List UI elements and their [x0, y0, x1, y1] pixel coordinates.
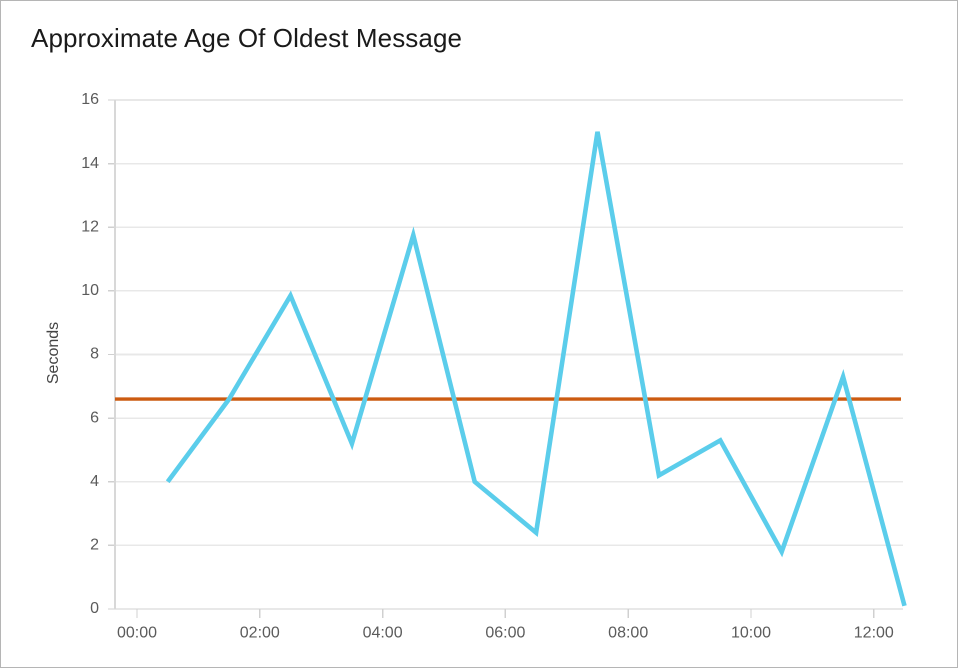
y-tick-label-8: 8	[90, 346, 99, 363]
axis-ticks-group	[108, 99, 875, 618]
x-tick-label-04:00: 04:00	[363, 624, 403, 641]
x-tick-label-08:00: 08:00	[608, 624, 648, 641]
x-tick-label-02:00: 02:00	[240, 624, 280, 641]
y-tick-label-4: 4	[90, 473, 99, 490]
page-title: Approximate Age Of Oldest Message	[31, 23, 463, 53]
x-tick-label-00:00: 00:00	[117, 624, 157, 641]
y-axis-title: Seconds	[45, 322, 62, 384]
y-tick-label-0: 0	[90, 600, 99, 617]
x-tick-label-06:00: 06:00	[485, 624, 525, 641]
y-tick-label-6: 6	[90, 409, 99, 426]
y-tick-label-12: 12	[81, 218, 99, 235]
y-tick-label-14: 14	[81, 155, 99, 172]
y-tick-label-2: 2	[90, 537, 99, 554]
y-axis-tick-labels: 0 2 4 6 8 10 12 14 16	[81, 91, 99, 617]
x-tick-label-12:00: 12:00	[854, 624, 894, 641]
x-tick-label-10:00: 10:00	[731, 624, 771, 641]
y-axis-title-group: Seconds	[45, 322, 62, 384]
y-tick-label-16: 16	[81, 91, 99, 108]
series-line-0	[165, 131, 907, 607]
data-series-group	[165, 131, 907, 607]
y-tick-label-10: 10	[81, 282, 99, 299]
x-axis-tick-labels: 00:00 02:00 04:00 06:00 08:00 10:00 12:00	[117, 624, 894, 641]
gridlines-group	[115, 99, 903, 610]
